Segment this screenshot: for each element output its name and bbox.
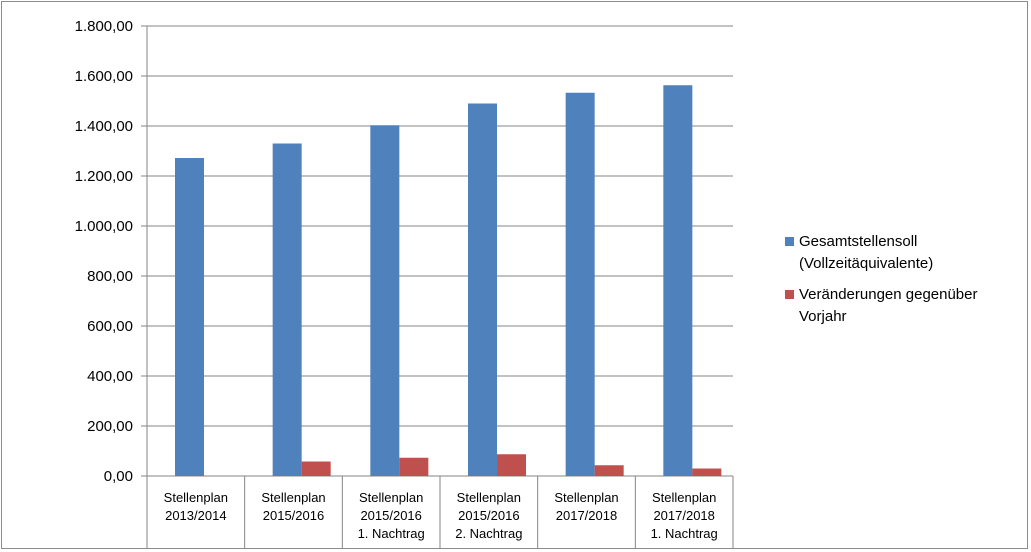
x-tick-label: Stellenplan [554, 490, 618, 505]
legend-label-gesamtstellensoll: Gesamtstellensoll (Vollzeitäquivalente) [799, 233, 934, 272]
x-tick-label: 1. Nachtrag [651, 526, 718, 541]
x-tick-label: 2015/2016 [263, 508, 324, 523]
x-tick-label: 2015/2016 [458, 508, 519, 523]
x-tick-label: Stellenplan [164, 490, 228, 505]
bar-gesamtstellensoll [370, 125, 400, 476]
y-tick-label: 600,00 [87, 318, 133, 335]
x-tick-label: 2. Nachtrag [455, 526, 522, 541]
y-tick-label: 1.600,00 [75, 68, 133, 85]
bar-veraenderungen [692, 468, 722, 476]
legend-swatch-red [785, 290, 794, 299]
bar-veraenderungen [594, 465, 624, 476]
bar-gesamtstellensoll [175, 158, 204, 476]
x-tick-label: Stellenplan [652, 490, 716, 505]
y-tick-label: 1.400,00 [75, 118, 133, 135]
x-tick-label: Stellenplan [261, 490, 325, 505]
x-tick-label: 2017/2018 [556, 508, 617, 523]
legend-label-veraenderungen: Veränderungen gegenüber Vorjahr [799, 286, 978, 325]
bar-veraenderungen [497, 454, 526, 476]
x-tick-label: 2017/2018 [653, 508, 714, 523]
x-tick-label: Stellenplan [457, 490, 521, 505]
x-tick-label: Stellenplan [359, 490, 423, 505]
y-tick-label: 1.000,00 [75, 218, 133, 235]
y-tick-label: 0,00 [104, 468, 133, 485]
y-tick-label: 800,00 [87, 268, 133, 285]
x-tick-label: 1. Nachtrag [358, 526, 425, 541]
bar-gesamtstellensoll [272, 143, 302, 476]
x-tick-label: 2013/2014 [165, 508, 226, 523]
legend: Gesamtstellensoll (Vollzeitäquivalente) … [785, 231, 1025, 337]
legend-swatch-blue [785, 237, 794, 246]
y-tick-label: 400,00 [87, 368, 133, 385]
bar-veraenderungen [301, 461, 331, 476]
bar-veraenderungen [399, 457, 429, 476]
y-tick-label: 1.200,00 [75, 168, 133, 185]
bar-gesamtstellensoll [468, 103, 497, 476]
legend-item-gesamtstellensoll: Gesamtstellensoll (Vollzeitäquivalente) [785, 231, 1025, 275]
y-tick-label: 200,00 [87, 418, 133, 435]
y-tick-label: 1.800,00 [75, 18, 133, 35]
bar-gesamtstellensoll [565, 92, 595, 476]
x-tick-label: 2015/2016 [360, 508, 421, 523]
bar-gesamtstellensoll [663, 85, 693, 476]
legend-item-veraenderungen: Veränderungen gegenüber Vorjahr [785, 284, 1025, 328]
